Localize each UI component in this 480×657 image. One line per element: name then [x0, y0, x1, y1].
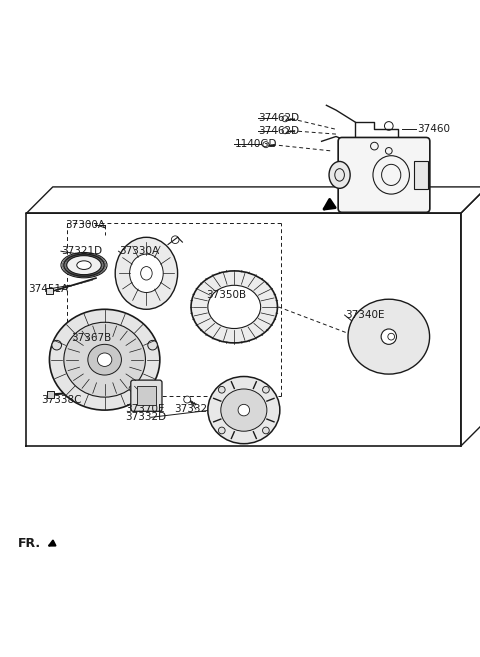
Text: 37300A: 37300A [65, 220, 105, 230]
Ellipse shape [64, 323, 145, 397]
Circle shape [381, 329, 396, 344]
Circle shape [148, 340, 157, 350]
Text: 37332: 37332 [174, 404, 207, 414]
Ellipse shape [77, 261, 91, 269]
Circle shape [263, 386, 269, 393]
Ellipse shape [191, 271, 277, 343]
Text: 1140GD: 1140GD [235, 139, 278, 149]
Ellipse shape [208, 285, 261, 328]
Text: 37367B: 37367B [71, 333, 111, 343]
Circle shape [52, 340, 61, 350]
Circle shape [129, 386, 135, 392]
Ellipse shape [130, 254, 163, 292]
Text: 37338C: 37338C [41, 395, 81, 405]
Ellipse shape [221, 389, 267, 431]
Text: 37460: 37460 [418, 124, 451, 134]
Circle shape [282, 127, 288, 134]
Text: 37340E: 37340E [346, 310, 385, 320]
Ellipse shape [61, 252, 107, 278]
Circle shape [263, 427, 269, 434]
Text: FR.: FR. [18, 537, 41, 551]
Circle shape [282, 116, 288, 122]
Bar [46, 288, 53, 294]
Ellipse shape [49, 309, 160, 410]
FancyBboxPatch shape [338, 137, 430, 212]
Ellipse shape [208, 376, 280, 443]
Text: 37451A: 37451A [28, 284, 68, 294]
Ellipse shape [97, 353, 112, 367]
Circle shape [238, 404, 250, 416]
Text: 37330A: 37330A [119, 246, 159, 256]
Text: 37462D: 37462D [258, 113, 300, 124]
Bar [414, 160, 429, 189]
Circle shape [184, 396, 191, 403]
Ellipse shape [329, 162, 350, 189]
Text: 37350B: 37350B [206, 290, 247, 300]
Text: 37332D: 37332D [125, 413, 166, 422]
Ellipse shape [348, 299, 430, 374]
Bar [47, 391, 54, 397]
Ellipse shape [88, 344, 121, 375]
FancyBboxPatch shape [131, 380, 162, 411]
Text: 37370E: 37370E [125, 404, 164, 414]
Text: 37462D: 37462D [258, 125, 300, 136]
Bar [137, 386, 156, 405]
Ellipse shape [115, 237, 178, 309]
Circle shape [263, 142, 269, 148]
Circle shape [218, 386, 225, 393]
Circle shape [218, 427, 225, 434]
Text: 37321D: 37321D [61, 246, 103, 256]
